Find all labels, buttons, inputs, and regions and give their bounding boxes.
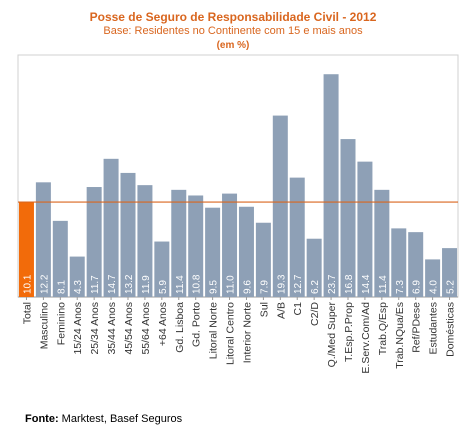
category-label-19: T.Esp.P.Prop [343,302,355,362]
value-label-9: 11.4 [175,275,186,294]
value-label-13: 9.6 [242,280,253,294]
bar-24 [425,259,441,297]
category-label-11: Litoral Norte [208,302,220,359]
value-label-11: 9.5 [209,280,220,294]
category-label-7: 55/64 Anos [140,302,152,355]
source-label: Fonte: [25,413,59,425]
value-label-1: 12.2 [39,274,50,294]
category-label-14: Sul [258,302,270,317]
source-note: Fonte: Marktest, Basef Seguros [25,413,182,425]
category-label-4: 25/34 Anos [89,302,101,355]
bar-11 [205,207,221,297]
value-label-18: 23.7 [327,274,338,294]
value-label-12: 11.0 [226,275,237,294]
bar-21 [374,189,390,297]
value-label-2: 8.1 [56,280,67,294]
value-label-16: 12.7 [293,274,304,294]
chart-unit-note: (em %) [216,40,250,51]
value-label-15: 19.3 [276,274,287,294]
bar-14 [255,222,271,297]
source-text: Marktest, Basef Seguros [61,413,183,425]
category-label-20: E.Serv.Com/Ad [360,302,372,374]
value-label-22: 7.3 [395,280,406,294]
category-label-24: Estudantes [428,302,440,355]
value-label-23: 6.9 [412,280,423,294]
chart-subtitle: Base: Residentes no Continente com 15 e … [103,25,363,37]
bar-4 [86,187,102,297]
value-label-8: 5.9 [158,280,169,294]
category-label-16: C1 [292,302,304,316]
value-label-5: 14.7 [107,274,118,294]
bar-22 [391,228,407,297]
bar-18 [323,74,339,297]
category-label-17: C2/D [309,302,321,326]
category-label-22: Trab.NQua/Es [394,302,406,369]
value-label-7: 11.9 [141,275,152,294]
category-label-2: Feminino [55,302,67,345]
value-label-24: 4.0 [429,280,440,294]
bar-1 [35,182,51,297]
category-label-6: 45/54 Anos [123,302,135,355]
value-label-0: 10.1 [22,274,33,294]
category-label-13: Interior Norte [241,302,253,363]
category-label-25: Domésticas [445,302,457,357]
category-label-0: Total [21,302,33,324]
category-label-10: Gd. Porto [191,302,203,347]
bar-10 [188,195,204,297]
bar-19 [340,139,356,297]
bar-7 [137,185,153,297]
category-label-21: Trab.Q/Esp [377,302,389,355]
bar-6 [120,172,136,297]
bar-23 [408,232,424,297]
value-label-4: 11.7 [90,275,101,294]
category-label-1: Masculino [38,302,50,349]
value-label-19: 16.8 [344,274,355,294]
value-label-21: 11.4 [378,275,389,294]
value-label-6: 13.2 [124,274,135,294]
category-label-8: +64 Anos [157,302,169,346]
bar-8 [154,241,170,297]
bar-13 [238,206,254,297]
bar-25 [442,248,458,297]
bar-0 [18,202,34,297]
chart-title: Posse de Seguro de Responsabilidade Civi… [89,10,377,24]
category-label-3: 15/24 Anos [72,302,84,355]
category-label-9: Gd. Lisboa [174,302,186,353]
bar-17 [306,238,322,297]
bar-20 [357,161,373,297]
bar-2 [52,220,68,297]
value-label-10: 10.8 [192,274,203,294]
value-label-14: 7.9 [259,280,270,294]
bar-5 [103,158,119,297]
bar-9 [171,189,187,297]
value-label-17: 6.2 [310,280,321,294]
category-label-23: Ref/PDese [411,302,423,353]
category-label-12: Litoral Centro [225,302,237,365]
bar-3 [69,256,85,297]
bar-15 [272,115,288,297]
bar-16 [289,177,305,297]
value-label-25: 5.2 [446,280,457,294]
category-label-18: Q./Med Super [326,302,338,368]
category-label-5: 35/44 Anos [106,302,118,355]
bar-12 [222,193,238,297]
category-label-15: A/B [275,302,287,319]
value-label-3: 4.3 [73,280,84,294]
value-label-20: 14.4 [361,274,372,294]
